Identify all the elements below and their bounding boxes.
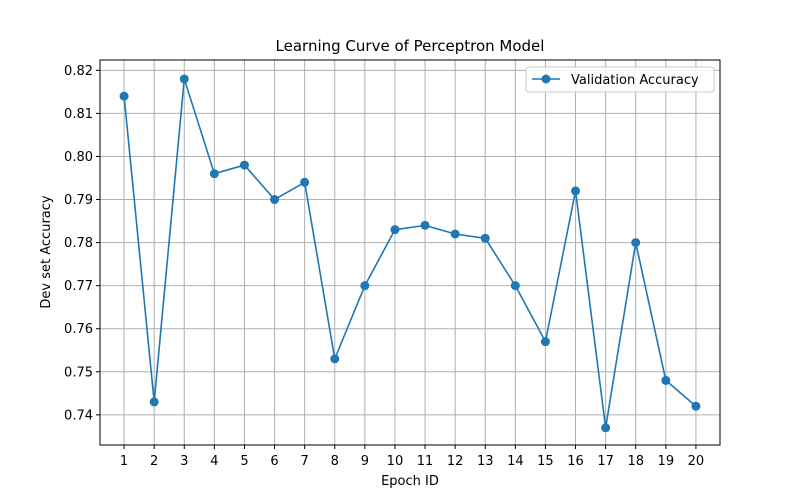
data-point bbox=[540, 337, 550, 347]
x-tick-label: 7 bbox=[301, 454, 309, 469]
data-point bbox=[390, 225, 400, 235]
data-point bbox=[119, 91, 129, 101]
y-tick-label: 0.78 bbox=[64, 236, 93, 251]
legend-label: Validation Accuracy bbox=[571, 73, 699, 88]
plot-area bbox=[100, 60, 720, 445]
x-tick-label: 5 bbox=[240, 454, 248, 469]
x-tick-label: 16 bbox=[567, 454, 584, 469]
y-tick-label: 0.79 bbox=[64, 193, 93, 208]
data-point bbox=[300, 177, 310, 187]
data-point bbox=[420, 220, 430, 230]
data-point bbox=[691, 401, 701, 411]
data-point bbox=[601, 423, 611, 433]
x-tick-label: 12 bbox=[447, 454, 464, 469]
data-point bbox=[209, 169, 219, 179]
x-tick-label: 11 bbox=[417, 454, 434, 469]
data-point bbox=[149, 397, 159, 407]
series-line bbox=[123, 78, 697, 429]
x-tick-label: 4 bbox=[210, 454, 218, 469]
legend-marker bbox=[541, 74, 551, 84]
data-point bbox=[661, 375, 671, 385]
x-tick-label: 15 bbox=[537, 454, 554, 469]
x-tick-label: 13 bbox=[477, 454, 494, 469]
data-point bbox=[450, 229, 460, 239]
data-point bbox=[179, 74, 189, 84]
y-tick-label: 0.76 bbox=[64, 322, 93, 337]
x-tick-label: 10 bbox=[387, 454, 404, 469]
x-tick-label: 20 bbox=[688, 454, 705, 469]
x-tick-label: 1 bbox=[120, 454, 128, 469]
data-point bbox=[480, 233, 490, 243]
x-tick-label: 18 bbox=[627, 454, 644, 469]
y-axis: 0.74 0.75 0.76 0.77 0.78 0.79 0.80 0.81 0.82 bbox=[64, 64, 100, 423]
x-tick-label: 9 bbox=[361, 454, 369, 469]
legend-box bbox=[525, 66, 715, 93]
x-tick-label: 17 bbox=[597, 454, 614, 469]
data-point bbox=[270, 195, 280, 205]
y-tick-label: 0.74 bbox=[64, 408, 93, 423]
y-axis-label: Dev set Accuracy bbox=[39, 195, 54, 308]
data-point bbox=[239, 160, 249, 170]
y-tick-label: 0.80 bbox=[64, 150, 93, 165]
y-tick-label: 0.81 bbox=[64, 107, 93, 122]
x-axis-label: Epoch ID bbox=[381, 474, 439, 489]
data-point bbox=[571, 186, 581, 196]
x-axis: 1 2 3 4 5 6 7 8 9 10 11 12 13 14 15 16 17 18 19 20 bbox=[120, 445, 704, 469]
plot-frame bbox=[99, 59, 721, 446]
chart-title: Learning Curve of Perceptron Model bbox=[276, 37, 545, 55]
y-tick-label: 0.82 bbox=[64, 64, 93, 79]
data-point bbox=[330, 354, 340, 364]
data-point bbox=[631, 238, 641, 248]
legend: Validation Accuracy bbox=[525, 66, 715, 93]
y-tick-label: 0.75 bbox=[64, 365, 93, 380]
data-point bbox=[360, 281, 370, 291]
grid bbox=[100, 60, 720, 445]
data-point bbox=[510, 281, 520, 291]
x-tick-label: 8 bbox=[331, 454, 339, 469]
x-tick-label: 19 bbox=[658, 454, 675, 469]
x-tick-label: 2 bbox=[150, 454, 158, 469]
x-tick-label: 3 bbox=[180, 454, 188, 469]
x-tick-label: 6 bbox=[270, 454, 278, 469]
y-tick-label: 0.77 bbox=[64, 279, 93, 294]
series-layer bbox=[119, 74, 701, 433]
x-tick-label: 14 bbox=[507, 454, 524, 469]
